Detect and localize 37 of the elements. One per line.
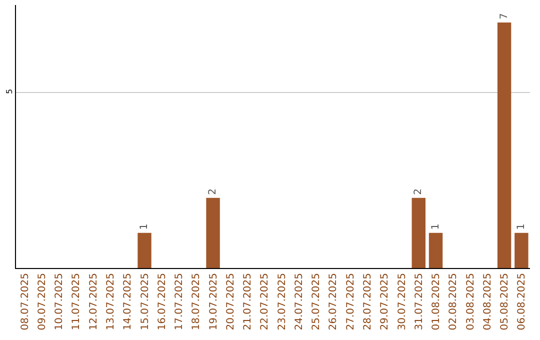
x-tick-label: 18.07.2025 bbox=[191, 273, 202, 330]
x-tick-label: 08.07.2025 bbox=[20, 273, 31, 330]
x-tick-label: 02.08.2025 bbox=[448, 273, 460, 330]
data-label: 1 bbox=[430, 224, 442, 230]
data-label: 1 bbox=[139, 224, 150, 230]
data-label: 2 bbox=[413, 188, 424, 195]
x-tick-label: 04.08.2025 bbox=[482, 273, 494, 330]
x-tick-label: 03.08.2025 bbox=[465, 273, 476, 330]
x-tick-label: 12.07.2025 bbox=[88, 273, 100, 330]
x-tick-label: 22.07.2025 bbox=[260, 273, 271, 330]
x-tick-label: 25.07.2025 bbox=[311, 273, 322, 330]
x-tick-label: 28.07.2025 bbox=[362, 273, 374, 330]
data-label: 1 bbox=[516, 224, 527, 230]
x-tick-label: 26.07.2025 bbox=[328, 273, 340, 330]
x-tick-label: 15.07.2025 bbox=[140, 273, 151, 330]
y-tick-label: 5 bbox=[4, 88, 14, 94]
data-label: 2 bbox=[208, 188, 219, 195]
x-tick-label: 17.07.2025 bbox=[174, 273, 186, 330]
x-tick-label: 29.07.2025 bbox=[380, 273, 391, 330]
x-tick-label: 06.08.2025 bbox=[516, 273, 528, 330]
x-tick-label: 11.07.2025 bbox=[71, 273, 82, 330]
x-tick-label: 09.07.2025 bbox=[36, 273, 48, 330]
x-tick-label: 27.07.2025 bbox=[345, 273, 356, 330]
data-label: 7 bbox=[498, 13, 510, 20]
x-tick-label: 19.07.2025 bbox=[208, 273, 220, 330]
x-tick-label: 20.07.2025 bbox=[225, 273, 236, 330]
x-tick-label: 16.07.2025 bbox=[156, 273, 168, 330]
x-tick-label: 01.08.2025 bbox=[431, 273, 442, 330]
x-tick-label: 10.07.2025 bbox=[54, 273, 66, 330]
x-tick-label: 30.07.2025 bbox=[396, 273, 408, 330]
x-tick-label: 23.07.2025 bbox=[276, 273, 288, 330]
x-tick-label: 13.07.2025 bbox=[105, 273, 116, 330]
x-tick-label: 05.08.2025 bbox=[500, 273, 511, 330]
x-tick-label: 24.07.2025 bbox=[294, 273, 305, 330]
x-tick-label: 21.07.2025 bbox=[242, 273, 254, 330]
x-tick-label: 31.07.2025 bbox=[414, 273, 425, 330]
x-tick-label: 14.07.2025 bbox=[122, 273, 134, 330]
